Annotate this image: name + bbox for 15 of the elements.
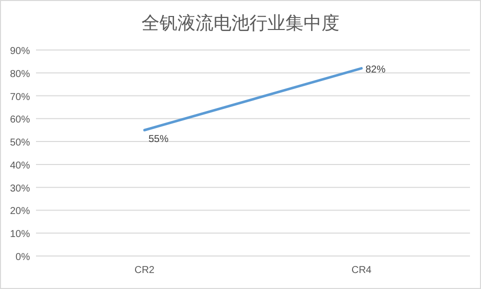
y-tick-label: 80% (10, 68, 30, 80)
chart-title: 全钒液流电池行业集中度 (142, 13, 340, 33)
y-tick-label: 50% (10, 138, 30, 149)
y-tick-label: 30% (10, 183, 30, 194)
y-tick-label: 20% (10, 206, 30, 218)
x-tick-label: CR2 (134, 265, 155, 276)
data-label: 55% (148, 134, 169, 146)
y-tick-label: 60% (10, 114, 30, 126)
y-tick-label: 10% (10, 229, 30, 240)
y-tick-label: 0% (16, 252, 30, 263)
y-tick-label: 90% (10, 46, 30, 57)
y-tick-label: 40% (10, 160, 30, 172)
data-label: 82% (366, 64, 386, 76)
x-tick-label: CR4 (351, 265, 372, 276)
y-tick-label: 70% (10, 92, 30, 103)
